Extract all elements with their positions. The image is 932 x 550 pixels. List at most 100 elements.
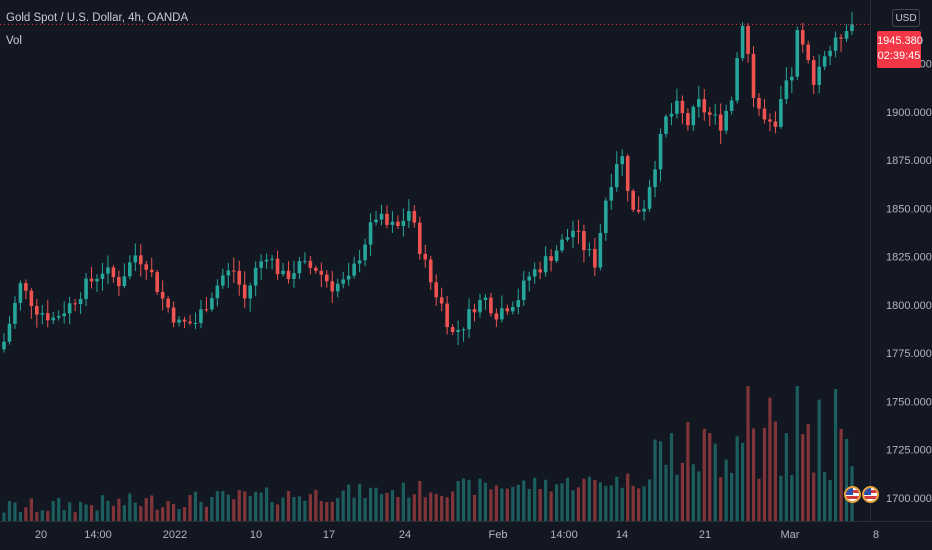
candle-body — [669, 113, 674, 117]
candle-body — [631, 190, 635, 210]
candle-body — [664, 116, 668, 134]
volume-bar — [500, 488, 504, 521]
volume-bar — [188, 495, 192, 521]
volume-bar — [128, 493, 132, 521]
volume-bar — [451, 491, 455, 521]
volume-bar — [100, 495, 105, 521]
candle-body — [188, 321, 192, 324]
volume-bar — [35, 512, 39, 521]
candle-body — [472, 309, 477, 313]
candle-body — [571, 230, 575, 238]
volume-bar — [576, 487, 581, 521]
volume-bar — [182, 506, 187, 521]
candle-body — [844, 31, 849, 39]
candle-body — [724, 110, 728, 131]
volume-bar — [719, 477, 723, 521]
volume-legend[interactable]: Vol — [6, 35, 22, 47]
volume-bar — [89, 505, 94, 521]
volume-bar — [527, 489, 531, 521]
candle-body — [478, 299, 482, 313]
candle-body — [412, 211, 417, 223]
candle-body — [757, 97, 761, 109]
volume-bar — [828, 479, 832, 521]
candle-body — [439, 297, 444, 304]
candle-body — [78, 299, 83, 305]
volume-bar — [374, 487, 378, 521]
candle-body — [565, 237, 570, 240]
candle-body — [675, 100, 679, 114]
volume-bar — [259, 492, 263, 521]
volume-bar — [587, 476, 591, 521]
volume-bar — [812, 472, 816, 521]
candle-body — [713, 114, 718, 116]
candle-body — [527, 276, 532, 281]
volume-bars — [2, 386, 854, 521]
us-flag-icon[interactable] — [862, 486, 879, 503]
volume-bar — [620, 487, 624, 521]
candle-body — [95, 278, 99, 282]
candle-body — [2, 341, 6, 350]
candle-body — [13, 302, 17, 324]
candle-body — [35, 306, 39, 315]
us-flag-icon[interactable] — [844, 486, 861, 503]
candle-body — [658, 133, 663, 170]
candle-body — [625, 156, 630, 191]
candle-body — [740, 25, 745, 59]
volume-bar — [708, 433, 712, 521]
candle-body — [357, 260, 362, 264]
currency-button[interactable]: USD — [892, 9, 920, 27]
volume-bar — [844, 438, 849, 521]
candle-body — [374, 219, 378, 223]
candle-body — [385, 213, 389, 225]
price-tick-label: 1875.000 — [886, 155, 932, 167]
volume-bar — [396, 496, 400, 521]
candle-body — [297, 261, 302, 274]
candle-body — [237, 270, 242, 285]
symbol-legend[interactable]: Gold Spot / U.S. Dollar, 4h, OANDA — [6, 12, 189, 24]
volume-bar — [117, 498, 121, 521]
time-tick-label: 8 — [873, 529, 879, 541]
volume-bar — [106, 500, 110, 521]
candle-body — [221, 275, 225, 286]
candle-body — [746, 25, 750, 54]
candle-body — [177, 319, 181, 323]
candle-body — [516, 300, 521, 308]
volume-bar — [702, 428, 706, 521]
candle-body — [210, 298, 214, 310]
candle-body — [620, 156, 625, 165]
volume-bar — [823, 472, 827, 521]
candle-body — [609, 187, 614, 201]
candles — [2, 11, 854, 353]
candle-body — [598, 232, 603, 268]
time-tick-label: 10 — [250, 529, 262, 541]
volume-bar — [347, 484, 351, 521]
volume-bar — [697, 471, 701, 521]
volume-bar — [40, 510, 44, 521]
volume-bar — [155, 509, 159, 521]
candle-body — [231, 270, 236, 272]
volume-bar — [478, 478, 482, 521]
candle-body — [702, 99, 707, 113]
candle-body — [286, 270, 291, 279]
time-axis: 20 14:00 2022 10 17 24 Feb 14:00 14 21 Mar 8 — [35, 529, 879, 541]
candle-body — [270, 258, 274, 260]
candle-body — [461, 329, 466, 331]
volume-bar — [325, 502, 329, 521]
volume-bar — [522, 480, 526, 521]
volume-bar — [390, 490, 395, 521]
candle-body — [281, 270, 285, 275]
volume-bar — [204, 506, 209, 521]
candle-body — [511, 307, 515, 312]
volume-bar — [751, 428, 756, 521]
volume-bar — [461, 478, 466, 521]
candle-body — [521, 280, 526, 301]
volume-bar — [210, 496, 214, 521]
volume-bar — [472, 494, 477, 521]
price-tick-label: 1725.000 — [886, 445, 932, 457]
candle-body — [850, 24, 854, 32]
candle-body — [133, 255, 138, 263]
volume-bar — [658, 441, 663, 521]
candle-body — [51, 317, 56, 321]
candle-body — [647, 187, 652, 209]
